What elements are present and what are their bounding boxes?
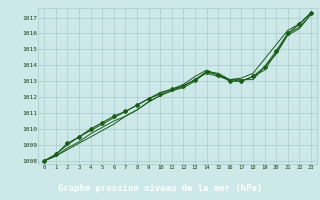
- Text: Graphe pression niveau de la mer (hPa): Graphe pression niveau de la mer (hPa): [58, 184, 262, 193]
